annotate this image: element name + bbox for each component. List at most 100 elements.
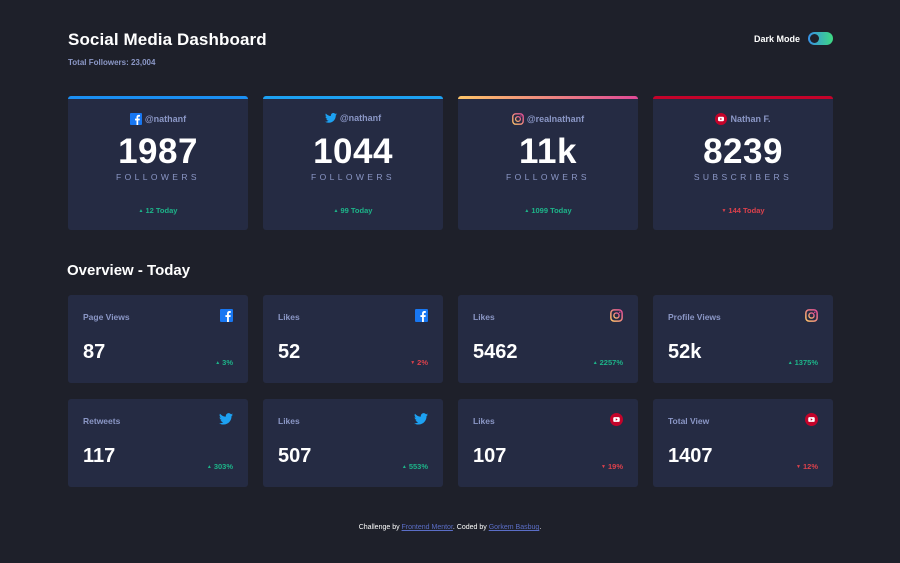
tile-change: ▲ 2257% — [593, 358, 623, 367]
card-top-bar — [68, 96, 248, 99]
tile-change: ▼ 19% — [601, 462, 623, 471]
card-handle-row: @nathanf — [68, 113, 248, 125]
tile-value: 52k — [668, 341, 702, 363]
tile-label: Likes — [473, 416, 495, 426]
tile-change-text: 19% — [607, 462, 623, 471]
up-arrow-icon: ▲ — [592, 360, 598, 367]
card-handle: @nathanf — [144, 114, 187, 124]
tile-value: 52 — [278, 341, 301, 363]
down-arrow-icon: ▼ — [410, 360, 416, 367]
overview-tile-youtube-total-view[interactable]: Total View 1407 ▼ 12% — [653, 399, 833, 487]
tile-label: Likes — [473, 312, 495, 322]
card-label: FOLLOWERS — [506, 172, 590, 182]
overview-tile-facebook-page-views[interactable]: Page Views 87 ▲ 3% — [68, 295, 248, 383]
card-label: SUBSCRIBERS — [693, 172, 793, 182]
tile-change-text: 2257% — [599, 358, 623, 367]
card-handle: @nathanf — [339, 113, 382, 123]
down-arrow-icon: ▼ — [796, 464, 801, 471]
tile-label: Retweets — [83, 416, 121, 426]
tile-label: Likes — [278, 312, 300, 322]
youtube-icon — [715, 113, 728, 125]
tile-value: 507 — [278, 445, 312, 467]
card-value: 1987 — [118, 132, 198, 171]
up-arrow-icon: ▲ — [206, 464, 212, 471]
card-instagram[interactable]: @realnathanf 11k FOLLOWERS ▲ 1099 Today — [458, 96, 638, 230]
card-today: ▲ 99 Today — [263, 206, 443, 215]
overview-title: Overview - Today — [67, 262, 191, 279]
tile-change-text: 2% — [417, 358, 428, 367]
card-today-text: 1099 Today — [531, 206, 572, 215]
card-top-bar — [653, 96, 833, 99]
tile-change: ▲ 1375% — [788, 358, 818, 367]
tile-change: ▲ 553% — [402, 462, 428, 471]
dark-mode-control: Dark Mode — [754, 32, 833, 45]
tile-value: 107 — [473, 445, 507, 467]
frontend-mentor-link[interactable]: Frontend Mentor — [401, 524, 453, 531]
card-youtube[interactable]: Nathan F. 8239 SUBSCRIBERS ▼ 144 Today — [653, 96, 833, 230]
page-title: Social Media Dashboard — [68, 30, 267, 49]
up-arrow-icon: ▲ — [215, 360, 221, 367]
tile-change: ▼ 2% — [410, 358, 428, 367]
toggle-knob — [810, 34, 819, 43]
tile-change-text: 1375% — [794, 358, 818, 367]
tile-change: ▼ 12% — [796, 462, 818, 471]
tile-change-text: 3% — [222, 358, 233, 367]
down-arrow-icon: ▼ — [721, 208, 727, 215]
twitter-icon — [219, 413, 233, 425]
instagram-icon — [511, 113, 524, 125]
instagram-icon — [610, 309, 623, 322]
card-today: ▲ 12 Today — [68, 206, 248, 215]
total-followers: Total Followers: 23,004 — [68, 58, 156, 67]
tile-change: ▲ 303% — [207, 462, 233, 471]
footer-middle: . Coded by — [452, 524, 489, 531]
card-today: ▼ 144 Today — [653, 206, 833, 215]
twitter-icon — [324, 113, 337, 123]
tile-value: 87 — [83, 341, 106, 363]
card-value: 8239 — [703, 132, 783, 171]
card-facebook[interactable]: @nathanf 1987 FOLLOWERS ▲ 12 Today — [68, 96, 248, 230]
card-today: ▲ 1099 Today — [458, 206, 638, 215]
card-value: 1044 — [313, 132, 393, 171]
overview-tile-twitter-retweets[interactable]: Retweets 117 ▲ 303% — [68, 399, 248, 487]
overview-tile-twitter-likes[interactable]: Likes 507 ▲ 553% — [263, 399, 443, 487]
card-handle-row: @nathanf — [263, 113, 443, 123]
tile-change: ▲ 3% — [215, 358, 233, 367]
overview-tile-facebook-likes[interactable]: Likes 52 ▼ 2% — [263, 295, 443, 383]
facebook-icon — [129, 113, 142, 125]
tile-value: 5462 — [473, 341, 518, 363]
tile-value: 1407 — [668, 445, 713, 467]
card-value: 11k — [519, 132, 577, 171]
card-label: FOLLOWERS — [311, 172, 395, 182]
card-top-bar — [263, 96, 443, 99]
up-arrow-icon: ▲ — [138, 208, 144, 215]
card-handle-row: Nathan F. — [653, 113, 833, 125]
author-link[interactable]: Gorkem Basbug — [488, 524, 540, 531]
card-top-bar — [458, 96, 638, 99]
facebook-icon — [415, 309, 428, 322]
dark-mode-label: Dark Mode — [753, 33, 800, 44]
tile-change-text: 12% — [802, 462, 818, 471]
twitter-icon — [414, 413, 428, 425]
footer: Challenge by Frontend Mentor. Coded by G… — [0, 524, 900, 531]
tile-label: Page Views — [83, 312, 130, 322]
header: Social Media Dashboard Total Followers: … — [68, 30, 267, 67]
dark-mode-toggle[interactable] — [808, 32, 833, 45]
card-today-text: 12 Today — [145, 206, 178, 215]
overview-tile-youtube-likes[interactable]: Likes 107 ▼ 19% — [458, 399, 638, 487]
tile-label: Profile Views — [668, 312, 721, 322]
youtube-icon — [610, 413, 623, 426]
footer-suffix: . — [539, 524, 542, 531]
overview-tile-instagram-likes[interactable]: Likes 5462 ▲ 2257% — [458, 295, 638, 383]
instagram-icon — [805, 309, 818, 322]
tile-change-text: 553% — [408, 462, 428, 471]
card-label: FOLLOWERS — [116, 172, 200, 182]
card-twitter[interactable]: @nathanf 1044 FOLLOWERS ▲ 99 Today — [263, 96, 443, 230]
up-arrow-icon: ▲ — [524, 208, 530, 215]
card-today-text: 144 Today — [728, 206, 765, 215]
down-arrow-icon: ▼ — [601, 464, 606, 471]
tile-change-text: 303% — [213, 462, 233, 471]
overview-tile-instagram-profile-views[interactable]: Profile Views 52k ▲ 1375% — [653, 295, 833, 383]
tile-label: Total View — [668, 416, 710, 426]
up-arrow-icon: ▲ — [333, 208, 339, 215]
card-handle-row: @realnathanf — [458, 113, 638, 125]
